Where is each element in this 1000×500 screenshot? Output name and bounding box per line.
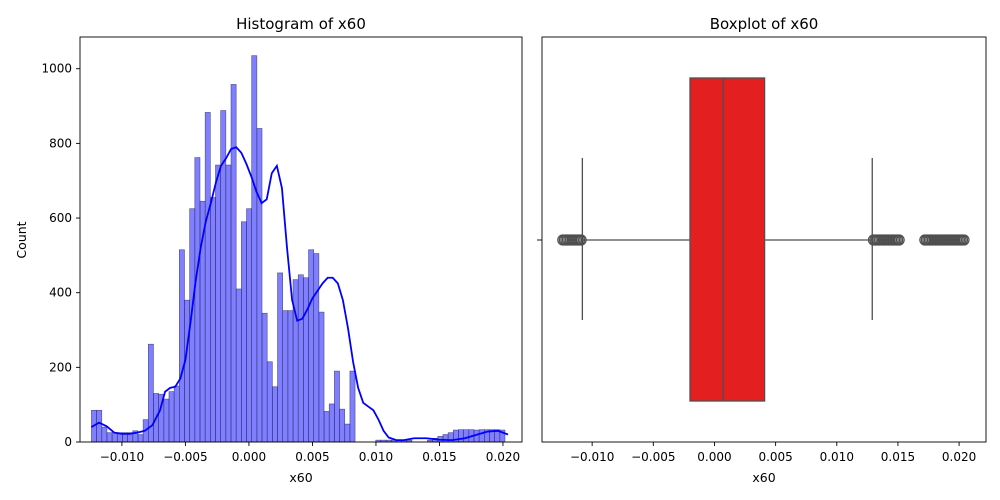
histogram-y-tick-label: 0 [64,435,72,449]
boxplot-elements [557,77,970,402]
histogram-bar [328,403,335,443]
histogram-bar [303,277,309,443]
histogram-bar [256,128,263,443]
boxplot-x-ticks: −0.010 −0.005 0.000 0.005 0.010 0.015 0.020 [570,442,976,464]
histogram-bar [313,253,320,443]
histogram-panel: Histogram of x60 −0.010 −0.005 0.000 0.005 0… [14,15,523,485]
histogram-bar [463,429,470,443]
histogram-bar [334,370,340,443]
interquartile-box [689,77,766,402]
histogram-bar [230,84,237,443]
histogram-bar [241,221,247,443]
histogram-bar [246,208,252,443]
histogram-bar [101,426,108,443]
histogram-bar [163,398,170,443]
histogram-bar [266,361,273,443]
histogram-bar [168,391,175,443]
histogram-bar [344,423,351,443]
histogram-bar [297,274,304,443]
histogram-bar [225,164,232,443]
histogram-bar [251,55,258,443]
histogram-x-tick-label: 0.020 [486,450,520,464]
histogram-bar [194,157,201,443]
histogram-axes-frame [79,36,523,443]
boxplot-x-tick-label: 0.005 [758,450,792,464]
histogram-x-tick-label: 0.000 [232,450,266,464]
histogram-y-label: Count [14,221,29,258]
boxplot-panel: Boxplot of x60 −0.010 −0.005 0.000 0.005 0.0… [537,15,987,485]
histogram-bar [318,311,325,443]
histogram-bar [111,432,118,443]
kde-curve [90,146,509,442]
histogram-x-tick-label: 0.010 [359,450,393,464]
histogram-bar [349,370,356,443]
histogram-bar [210,197,216,443]
histogram-y-tick-label: 1000 [41,62,72,76]
histogram-y-ticks: 0 200 400 600 800 1000 [41,62,80,449]
boxplot-x-tick-label: 0.020 [942,450,976,464]
histogram-bar [179,249,185,443]
histogram-bar [458,429,464,443]
histogram-bar [184,299,190,443]
histogram-bar [235,288,242,443]
histogram-y-tick-label: 800 [49,136,72,150]
boxplot-x-label: x60 [752,470,775,485]
histogram-bar [277,272,283,443]
histogram-bar [215,164,221,443]
histogram-bar [323,411,330,443]
histogram-x-ticks: −0.010 −0.005 0.000 0.005 0.010 0.015 0.020 [100,442,520,464]
histogram-title: Histogram of x60 [236,15,366,33]
boxplot-x-tick-label: 0.015 [881,450,915,464]
histogram-bars [91,55,506,443]
histogram-bar [282,310,289,443]
histogram-x-tick-label: 0.015 [422,450,456,464]
histogram-bar [173,385,180,443]
histogram-x-tick-label: −0.005 [163,450,207,464]
boxplot-x-tick-label: 0.000 [697,450,731,464]
boxplot-title: Boxplot of x60 [710,15,819,33]
histogram-y-tick-label: 600 [49,211,72,225]
boxplot-axes-frame [541,36,987,443]
histogram-bar [261,312,268,443]
histogram-bar [106,432,113,443]
histogram-bar [287,310,294,443]
histogram-y-tick-label: 400 [49,286,72,300]
histogram-bar [308,249,315,443]
histogram-x-tick-label: −0.010 [100,450,144,464]
boxplot-x-tick-label: −0.005 [631,450,675,464]
outlier-point [575,234,587,246]
boxplot-x-tick-label: 0.010 [820,450,854,464]
histogram-y-tick-label: 200 [49,360,72,374]
histogram-bar [96,409,103,443]
outlier-point [958,234,970,246]
outlier-point [893,234,905,246]
histogram-bar [272,386,278,443]
histogram-bar [339,408,346,443]
boxplot-x-tick-label: −0.010 [570,450,614,464]
histogram-x-tick-label: 0.005 [295,450,329,464]
histogram-bar [204,112,211,443]
histogram-bar [137,434,144,443]
histogram-x-label: x60 [289,470,312,485]
histogram-bar [478,429,485,443]
